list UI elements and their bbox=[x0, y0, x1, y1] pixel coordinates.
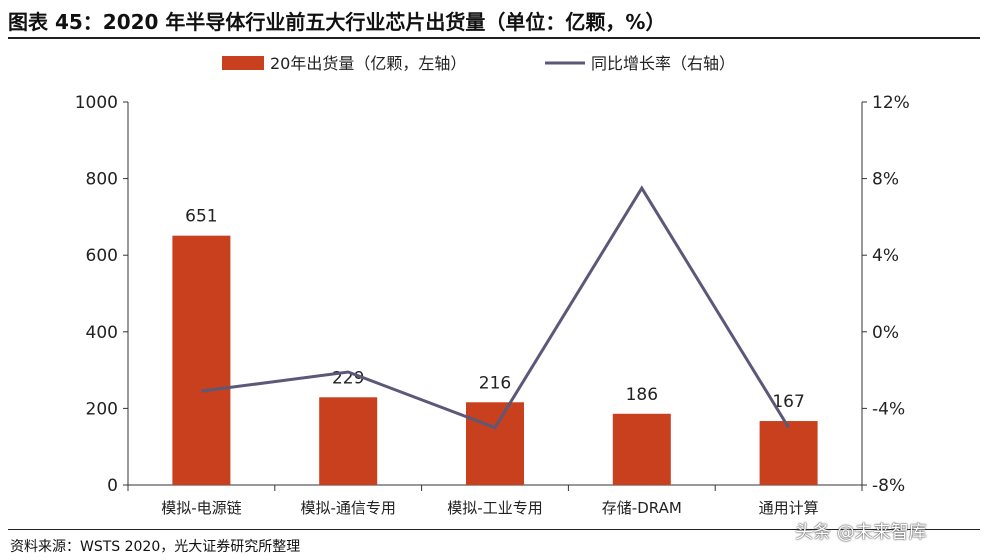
legend-bar-label: 20年出货量（亿颗，左轴） bbox=[270, 54, 466, 73]
bar-data-label: 167 bbox=[772, 392, 804, 412]
right-tick-label: -4% bbox=[872, 399, 905, 419]
left-tick-label: 1000 bbox=[75, 93, 118, 113]
right-tick-label: 0% bbox=[872, 323, 899, 343]
right-tick-label: 4% bbox=[872, 246, 899, 266]
legend-line-label: 同比增长率（右轴） bbox=[591, 54, 735, 73]
bar bbox=[466, 402, 524, 485]
bar-data-label: 216 bbox=[479, 373, 511, 393]
bar-data-label: 186 bbox=[626, 385, 658, 405]
left-tick-label: 0 bbox=[107, 476, 118, 496]
watermark: 头条 @未来智库 bbox=[795, 522, 927, 543]
left-tick-label: 600 bbox=[86, 246, 118, 266]
x-tick-label: 通用计算 bbox=[759, 499, 819, 517]
x-tick-label: 模拟-电源链 bbox=[161, 499, 241, 517]
right-tick-label: -8% bbox=[872, 476, 905, 496]
title-divider bbox=[8, 37, 980, 39]
footer-divider bbox=[8, 529, 980, 530]
legend-bar-swatch bbox=[222, 56, 264, 70]
bar bbox=[172, 235, 231, 485]
bar-data-label: 651 bbox=[185, 207, 217, 227]
right-tick-label: 8% bbox=[872, 170, 899, 190]
bar bbox=[759, 421, 818, 485]
right-tick-label: 12% bbox=[872, 93, 910, 113]
chart-title: 图表 45：2020 年半导体行业前五大行业芯片出货量（单位：亿颗，%） bbox=[8, 10, 666, 34]
left-tick-label: 400 bbox=[86, 323, 118, 343]
source-note: 资料来源：WSTS 2020，光大证券研究所整理 bbox=[10, 539, 301, 555]
left-tick-label: 800 bbox=[86, 170, 118, 190]
bar bbox=[319, 397, 378, 485]
x-tick-label: 存储-DRAM bbox=[602, 499, 682, 517]
x-tick-label: 模拟-通信专用 bbox=[300, 499, 395, 517]
bar bbox=[612, 413, 671, 485]
left-tick-label: 200 bbox=[86, 399, 118, 419]
x-tick-label: 模拟-工业专用 bbox=[447, 499, 542, 517]
